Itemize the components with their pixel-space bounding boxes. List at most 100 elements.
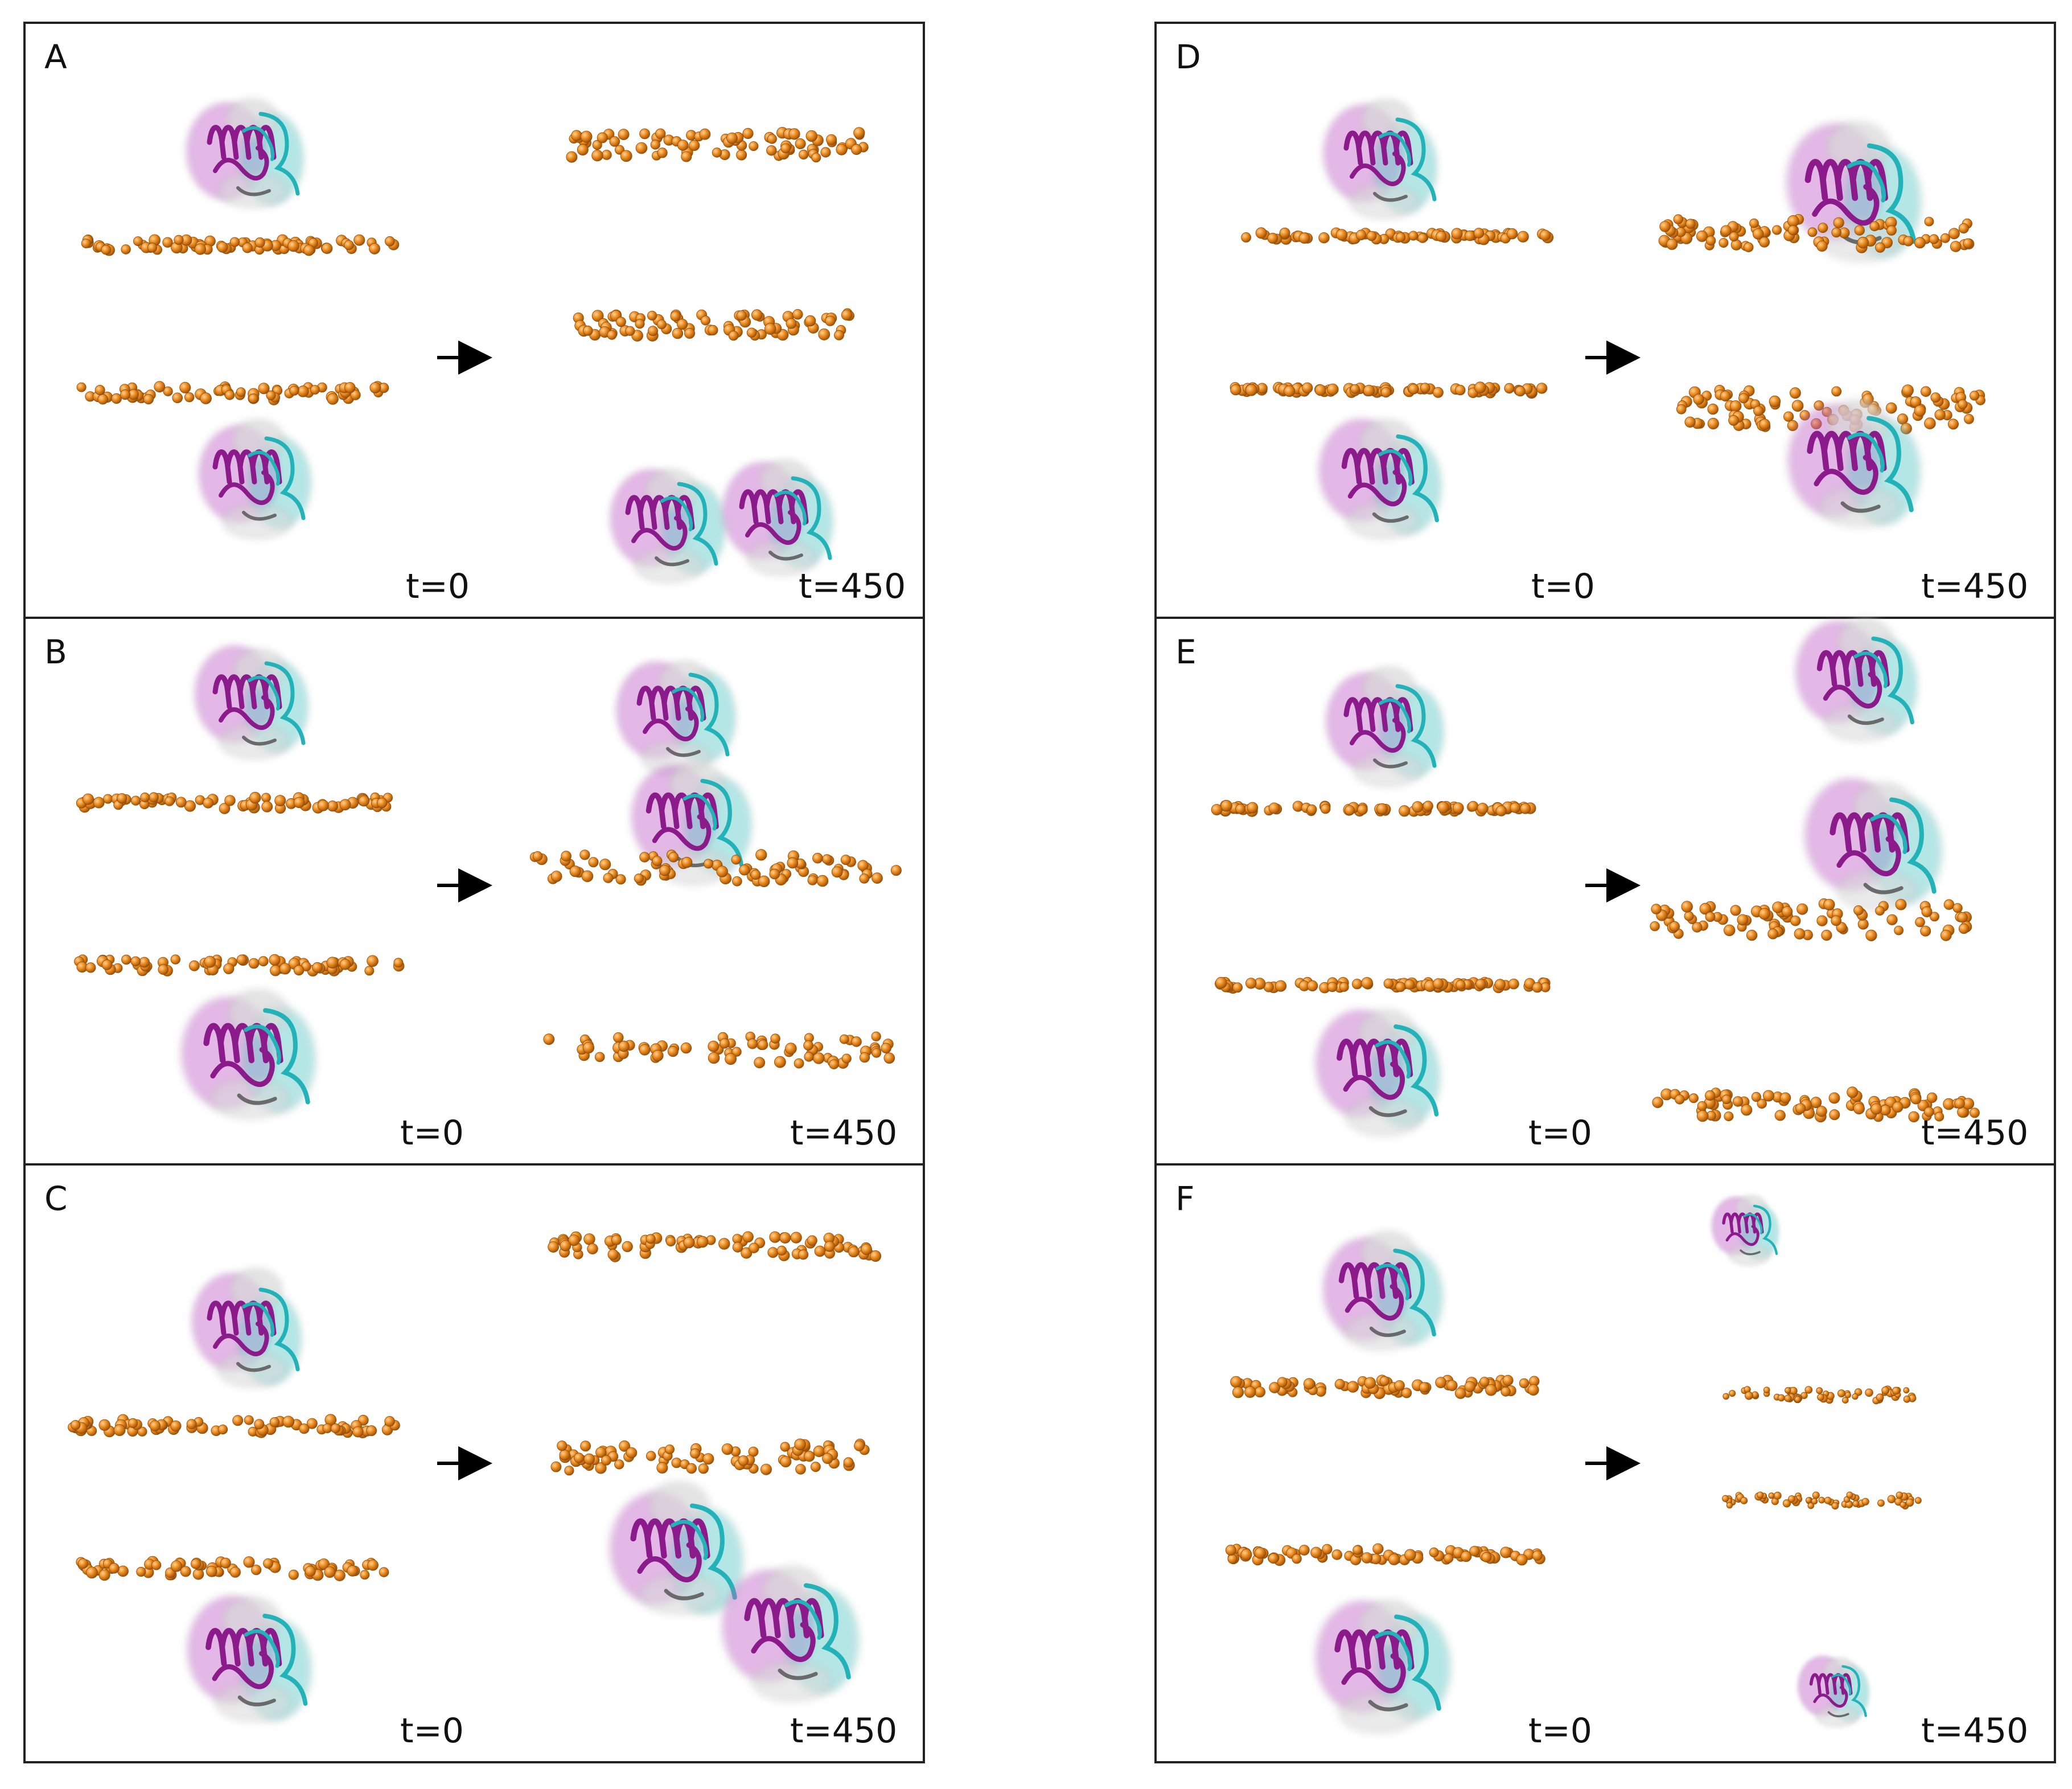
bead bbox=[1696, 1110, 1709, 1122]
panel-D: D t=0 t=450 bbox=[1154, 22, 2056, 619]
bead bbox=[1724, 1111, 1734, 1122]
time-start-label: t=0 bbox=[1531, 567, 1595, 606]
bead bbox=[1763, 1090, 1775, 1102]
bead bbox=[1432, 387, 1444, 398]
bead bbox=[1846, 1491, 1853, 1499]
bead bbox=[1357, 804, 1368, 815]
membrane-layer bbox=[550, 1438, 870, 1476]
bead bbox=[1477, 802, 1489, 814]
bead bbox=[1433, 978, 1444, 990]
bead bbox=[573, 1452, 585, 1463]
bead bbox=[668, 852, 679, 863]
bead bbox=[1504, 383, 1515, 394]
bead bbox=[1759, 236, 1770, 248]
helix-ribbon bbox=[751, 1622, 816, 1662]
bead bbox=[607, 1249, 619, 1260]
bead bbox=[1940, 233, 1950, 243]
bead bbox=[780, 143, 791, 154]
bead bbox=[1877, 1499, 1885, 1507]
bead bbox=[306, 1418, 318, 1429]
bead bbox=[779, 1232, 791, 1244]
protein-body bbox=[1711, 1195, 1779, 1266]
bead bbox=[1903, 1387, 1910, 1394]
protein-body bbox=[1787, 400, 1921, 527]
bead bbox=[1753, 405, 1764, 416]
bead bbox=[1320, 803, 1331, 814]
bead bbox=[339, 799, 351, 811]
bead bbox=[1676, 404, 1687, 415]
coil-ribbon bbox=[1889, 797, 1937, 894]
bead bbox=[1650, 921, 1660, 932]
bead bbox=[1759, 418, 1770, 430]
bead bbox=[1816, 1387, 1823, 1394]
membrane-layer bbox=[573, 308, 855, 342]
bead bbox=[1254, 1547, 1266, 1559]
panel-frame bbox=[1154, 22, 2056, 619]
bead bbox=[120, 389, 130, 400]
helix-ribbon bbox=[213, 146, 269, 180]
bead bbox=[639, 1044, 651, 1056]
bead bbox=[1705, 912, 1716, 922]
bead bbox=[1245, 978, 1257, 989]
bead bbox=[1394, 1380, 1405, 1391]
bead bbox=[242, 243, 253, 253]
protein-body bbox=[1804, 778, 1942, 911]
bead bbox=[179, 381, 191, 393]
bead bbox=[1719, 237, 1729, 248]
protein-icon bbox=[194, 645, 309, 760]
bead bbox=[814, 1245, 826, 1257]
bead bbox=[807, 1235, 817, 1246]
bead bbox=[1812, 1491, 1820, 1499]
bead bbox=[1767, 928, 1779, 939]
bead bbox=[305, 1565, 316, 1577]
bead bbox=[1331, 1549, 1343, 1560]
bead bbox=[1758, 908, 1770, 920]
bead bbox=[1785, 1387, 1791, 1394]
bead bbox=[1745, 1391, 1753, 1400]
coil-ribbon bbox=[671, 1520, 708, 1560]
bead bbox=[261, 793, 271, 803]
loop-ribbon bbox=[1369, 1326, 1406, 1337]
bead bbox=[1652, 1097, 1663, 1108]
surface-blob bbox=[222, 503, 293, 540]
coil-ribbon bbox=[244, 1629, 280, 1668]
bead bbox=[350, 389, 361, 400]
bead bbox=[625, 326, 635, 336]
bead bbox=[1910, 1093, 1922, 1105]
bead bbox=[1757, 1098, 1767, 1109]
bead bbox=[139, 957, 150, 968]
coil-ribbon bbox=[1393, 1614, 1441, 1711]
bead bbox=[1417, 233, 1428, 243]
loop-ribbon bbox=[236, 186, 271, 196]
bead bbox=[149, 792, 159, 803]
membrane-layer bbox=[1211, 799, 1536, 817]
bead bbox=[93, 797, 105, 809]
bead bbox=[186, 1419, 197, 1430]
bead bbox=[601, 1455, 612, 1466]
bead bbox=[822, 854, 832, 864]
bead bbox=[1429, 1547, 1439, 1558]
bead bbox=[597, 132, 608, 143]
bead bbox=[831, 866, 843, 878]
bead bbox=[871, 872, 883, 884]
bead bbox=[86, 1566, 98, 1579]
bead bbox=[1744, 242, 1754, 252]
coil-ribbon bbox=[1841, 1665, 1867, 1717]
bead bbox=[1897, 413, 1909, 425]
bead bbox=[165, 796, 175, 806]
bead bbox=[1831, 227, 1841, 238]
bead bbox=[1383, 978, 1394, 989]
panel-label: E bbox=[1175, 633, 1197, 671]
helix-ribbon bbox=[1836, 836, 1901, 876]
bead bbox=[1485, 1384, 1497, 1396]
helix-ribbon bbox=[1814, 454, 1878, 495]
bead bbox=[1902, 384, 1914, 396]
protein-body bbox=[1322, 99, 1438, 219]
bead bbox=[1853, 1103, 1865, 1115]
bead bbox=[708, 325, 718, 336]
bead bbox=[1740, 1497, 1748, 1504]
bead bbox=[1707, 417, 1719, 430]
bead bbox=[1940, 929, 1952, 941]
bead bbox=[1831, 915, 1841, 926]
bead bbox=[113, 1424, 126, 1437]
